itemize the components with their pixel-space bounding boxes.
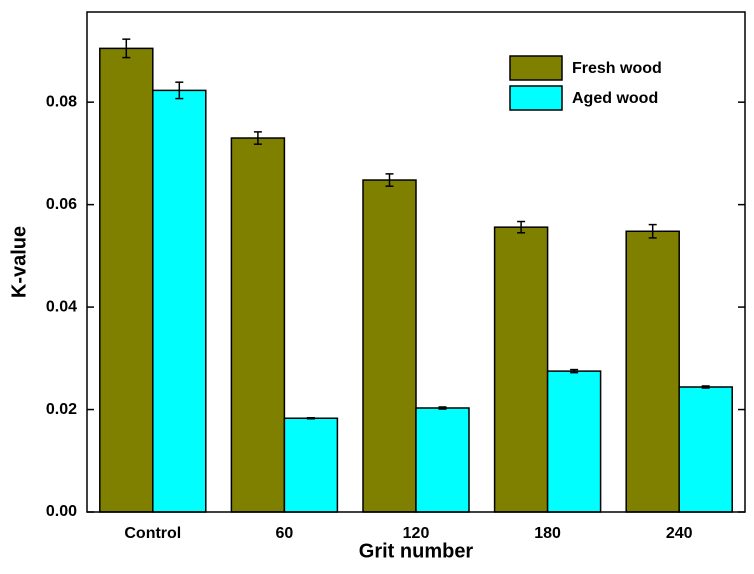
y-tick-label: 0.06 — [46, 196, 77, 213]
bar — [362, 179, 417, 513]
y-axis-title: K-value — [8, 226, 30, 298]
bar — [625, 230, 680, 513]
error-bar — [570, 368, 579, 374]
y-tick-label: 0.02 — [46, 401, 77, 418]
legend-swatch — [509, 55, 563, 81]
x-axis-title: Grit number — [359, 540, 474, 562]
error-bar — [517, 220, 526, 234]
error-bar — [306, 416, 315, 420]
bar — [546, 370, 602, 513]
error-bar — [175, 81, 184, 100]
x-tick-label: Control — [124, 525, 181, 542]
error-bar — [385, 173, 394, 187]
legend-swatch — [509, 85, 563, 111]
bar — [152, 89, 207, 513]
x-tick-label: 60 — [276, 525, 294, 542]
x-tick-label: 240 — [666, 525, 693, 542]
y-tick-label: 0.00 — [46, 503, 77, 520]
bar — [230, 137, 286, 513]
x-tick-label: 180 — [534, 525, 561, 542]
bar — [493, 226, 549, 513]
error-bar — [701, 385, 710, 389]
error-bar — [253, 131, 262, 145]
error-bar — [648, 223, 657, 239]
bar — [99, 47, 154, 513]
plot-frame — [86, 11, 746, 513]
legend-label: Aged wood — [572, 90, 658, 107]
bar — [415, 407, 470, 513]
x-tick-label: 120 — [403, 525, 430, 542]
y-tick-label: 0.04 — [46, 298, 77, 315]
bar — [283, 417, 339, 513]
y-tick-label: 0.08 — [46, 93, 77, 110]
error-bar — [438, 406, 447, 410]
legend-label: Fresh wood — [572, 60, 662, 77]
error-bar — [122, 38, 131, 59]
bar — [678, 386, 733, 513]
